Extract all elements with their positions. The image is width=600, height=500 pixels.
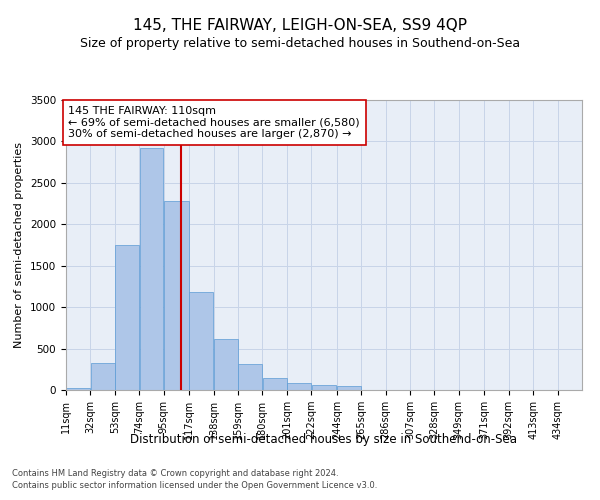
Y-axis label: Number of semi-detached properties: Number of semi-detached properties bbox=[14, 142, 25, 348]
Text: 145 THE FAIRWAY: 110sqm
← 69% of semi-detached houses are smaller (6,580)
30% of: 145 THE FAIRWAY: 110sqm ← 69% of semi-de… bbox=[68, 106, 360, 139]
Bar bbox=[214, 340, 238, 390]
Bar bbox=[190, 292, 214, 390]
Text: Contains public sector information licensed under the Open Government Licence v3: Contains public sector information licen… bbox=[12, 480, 377, 490]
Bar bbox=[164, 201, 189, 390]
Bar bbox=[238, 364, 262, 390]
Bar bbox=[115, 245, 139, 390]
Text: Contains HM Land Registry data © Crown copyright and database right 2024.: Contains HM Land Registry data © Crown c… bbox=[12, 469, 338, 478]
Bar bbox=[91, 364, 115, 390]
Bar bbox=[287, 384, 311, 390]
Bar bbox=[140, 148, 163, 390]
Text: Size of property relative to semi-detached houses in Southend-on-Sea: Size of property relative to semi-detach… bbox=[80, 38, 520, 51]
Bar bbox=[263, 378, 287, 390]
Bar bbox=[311, 385, 337, 390]
Text: Distribution of semi-detached houses by size in Southend-on-Sea: Distribution of semi-detached houses by … bbox=[131, 432, 517, 446]
Bar bbox=[337, 386, 361, 390]
Bar bbox=[66, 388, 90, 390]
Text: 145, THE FAIRWAY, LEIGH-ON-SEA, SS9 4QP: 145, THE FAIRWAY, LEIGH-ON-SEA, SS9 4QP bbox=[133, 18, 467, 32]
